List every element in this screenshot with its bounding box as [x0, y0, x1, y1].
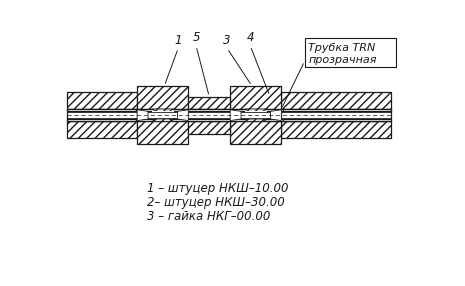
- Bar: [67, 109, 137, 111]
- Polygon shape: [152, 119, 173, 121]
- Text: прозрачная: прозрачная: [308, 55, 377, 65]
- Text: 3: 3: [223, 34, 231, 47]
- Bar: [281, 92, 392, 109]
- Polygon shape: [152, 109, 173, 111]
- Polygon shape: [230, 110, 241, 121]
- Bar: [305, 38, 396, 67]
- Polygon shape: [245, 119, 266, 121]
- Text: 1 – штуцер НКШ–10.00: 1 – штуцер НКШ–10.00: [147, 182, 289, 195]
- Polygon shape: [271, 110, 281, 121]
- Bar: [281, 121, 392, 138]
- Bar: [137, 109, 188, 121]
- Bar: [137, 86, 188, 144]
- Polygon shape: [178, 110, 188, 121]
- Bar: [230, 109, 281, 121]
- Text: 5: 5: [193, 31, 200, 44]
- Text: 1: 1: [174, 34, 182, 47]
- Bar: [67, 119, 137, 121]
- Bar: [188, 109, 230, 121]
- Bar: [245, 111, 266, 119]
- Bar: [152, 111, 173, 119]
- Bar: [230, 86, 281, 144]
- Polygon shape: [245, 109, 266, 111]
- Bar: [67, 109, 137, 121]
- Text: Трубка TRN: Трубка TRN: [308, 43, 376, 53]
- Bar: [188, 97, 230, 109]
- Bar: [67, 92, 137, 109]
- Bar: [281, 119, 392, 121]
- Polygon shape: [137, 110, 148, 121]
- Bar: [281, 109, 392, 111]
- Bar: [188, 121, 230, 134]
- Text: 3 – гайка НКГ–00.00: 3 – гайка НКГ–00.00: [147, 210, 271, 223]
- Bar: [136, 119, 283, 121]
- Text: 4: 4: [246, 31, 254, 44]
- Bar: [281, 109, 392, 121]
- Bar: [136, 109, 283, 111]
- Text: 2– штуцер НКШ–30.00: 2– штуцер НКШ–30.00: [147, 196, 285, 209]
- Bar: [67, 121, 137, 138]
